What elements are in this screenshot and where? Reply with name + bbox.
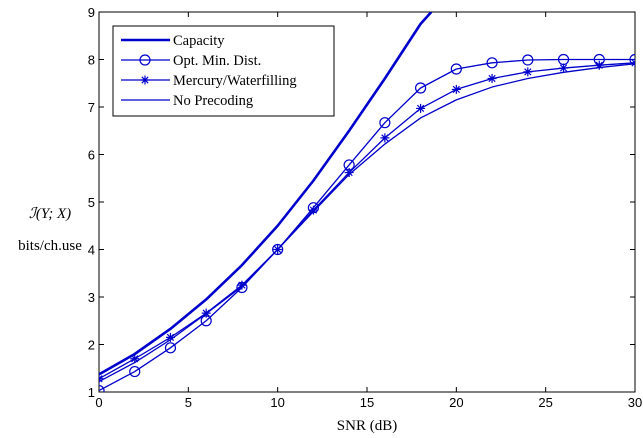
series-line-mercury-waterfilling xyxy=(99,62,635,380)
data-point-mercury-waterfilling xyxy=(165,332,175,342)
series-layer xyxy=(99,12,635,392)
x-tick-label: 5 xyxy=(185,395,192,410)
legend-marker xyxy=(139,54,151,66)
data-point-opt-min-dist xyxy=(486,57,498,69)
series-line-capacity xyxy=(99,12,433,376)
data-point-mercury-waterfilling xyxy=(380,133,390,143)
data-point-mercury-waterfilling xyxy=(130,354,140,364)
data-point-opt-min-dist xyxy=(629,53,635,66)
y-tick-label: 9 xyxy=(88,5,95,20)
series-capacity xyxy=(99,12,433,376)
data-point-mercury-waterfilling xyxy=(451,84,461,94)
y-axis-ticks: 1 2 3 4 5 6 7 8 9 xyxy=(88,5,635,400)
legend-item-opt-min-dist: Opt. Min. Dist. xyxy=(121,53,261,69)
data-point-mercury-waterfilling xyxy=(308,205,318,215)
data-point-opt-min-dist xyxy=(415,82,427,94)
data-point-opt-min-dist xyxy=(450,63,462,75)
data-point-mercury-waterfilling xyxy=(523,67,533,77)
y-tick-label: 7 xyxy=(88,100,95,115)
x-tick-label: 10 xyxy=(270,395,284,410)
legend-label: Opt. Min. Dist. xyxy=(173,53,261,69)
x-tick-label: 30 xyxy=(628,395,642,410)
legend-item-no-precoding: No Precoding xyxy=(121,93,253,109)
data-point-opt-min-dist xyxy=(129,365,141,378)
y-tick-label: 5 xyxy=(88,195,95,210)
data-point-mercury-waterfilling xyxy=(344,168,354,178)
y-tick-label: 3 xyxy=(88,290,95,305)
x-axis-ticks: 0 5 10 15 20 25 30 xyxy=(95,12,642,410)
legend-item-capacity: Capacity xyxy=(121,33,225,49)
series-no-precoding xyxy=(99,63,635,383)
data-point-opt-min-dist xyxy=(379,117,391,129)
legend-label: Mercury/Waterfilling xyxy=(173,73,297,89)
data-point-opt-min-dist xyxy=(99,384,105,392)
x-tick-label: 25 xyxy=(538,395,552,410)
y-axis-unit-label: bits/ch.use xyxy=(18,238,82,254)
x-tick-label: 15 xyxy=(360,395,374,410)
legend-item-mercury-waterfilling: Mercury/Waterfilling xyxy=(121,73,297,89)
y-tick-label: 4 xyxy=(88,243,95,258)
series-line-no-precoding xyxy=(99,63,635,383)
data-point-opt-min-dist xyxy=(272,243,284,256)
legend-label: Capacity xyxy=(173,33,225,49)
legend-items: Capacity Opt. Min. Dist. Mercury/Waterfill… xyxy=(121,33,297,109)
x-tick-label: 20 xyxy=(449,395,463,410)
data-point-mercury-waterfilling xyxy=(487,74,497,83)
series-line-opt-min-dist xyxy=(99,58,635,392)
axes: 0 5 10 15 20 25 30 1 2 3 4 5 6 7 8 9 xyxy=(88,5,642,410)
data-point-mercury-waterfilling xyxy=(594,60,604,70)
legend-label: No Precoding xyxy=(173,93,253,109)
series-opt-min-dist xyxy=(99,53,635,392)
y-tick-label: 8 xyxy=(88,53,95,68)
legend-marker xyxy=(140,75,150,85)
y-tick-label: 2 xyxy=(88,338,95,353)
x-tick-label: 0 xyxy=(95,395,102,410)
data-point-mercury-waterfilling xyxy=(416,103,426,113)
x-axis-label: SNR (dB) xyxy=(337,418,397,434)
data-point-opt-min-dist xyxy=(522,54,534,66)
data-point-mercury-waterfilling xyxy=(237,280,247,290)
data-point-opt-min-dist xyxy=(164,342,177,354)
y-axis-label: ℐ(Y; X) xyxy=(29,206,71,222)
data-point-mercury-waterfilling xyxy=(559,63,569,73)
y-tick-label: 6 xyxy=(88,148,95,163)
legend: Capacity Opt. Min. Dist. Mercury/Waterfill… xyxy=(112,25,335,117)
y-tick-label: 1 xyxy=(88,385,95,400)
